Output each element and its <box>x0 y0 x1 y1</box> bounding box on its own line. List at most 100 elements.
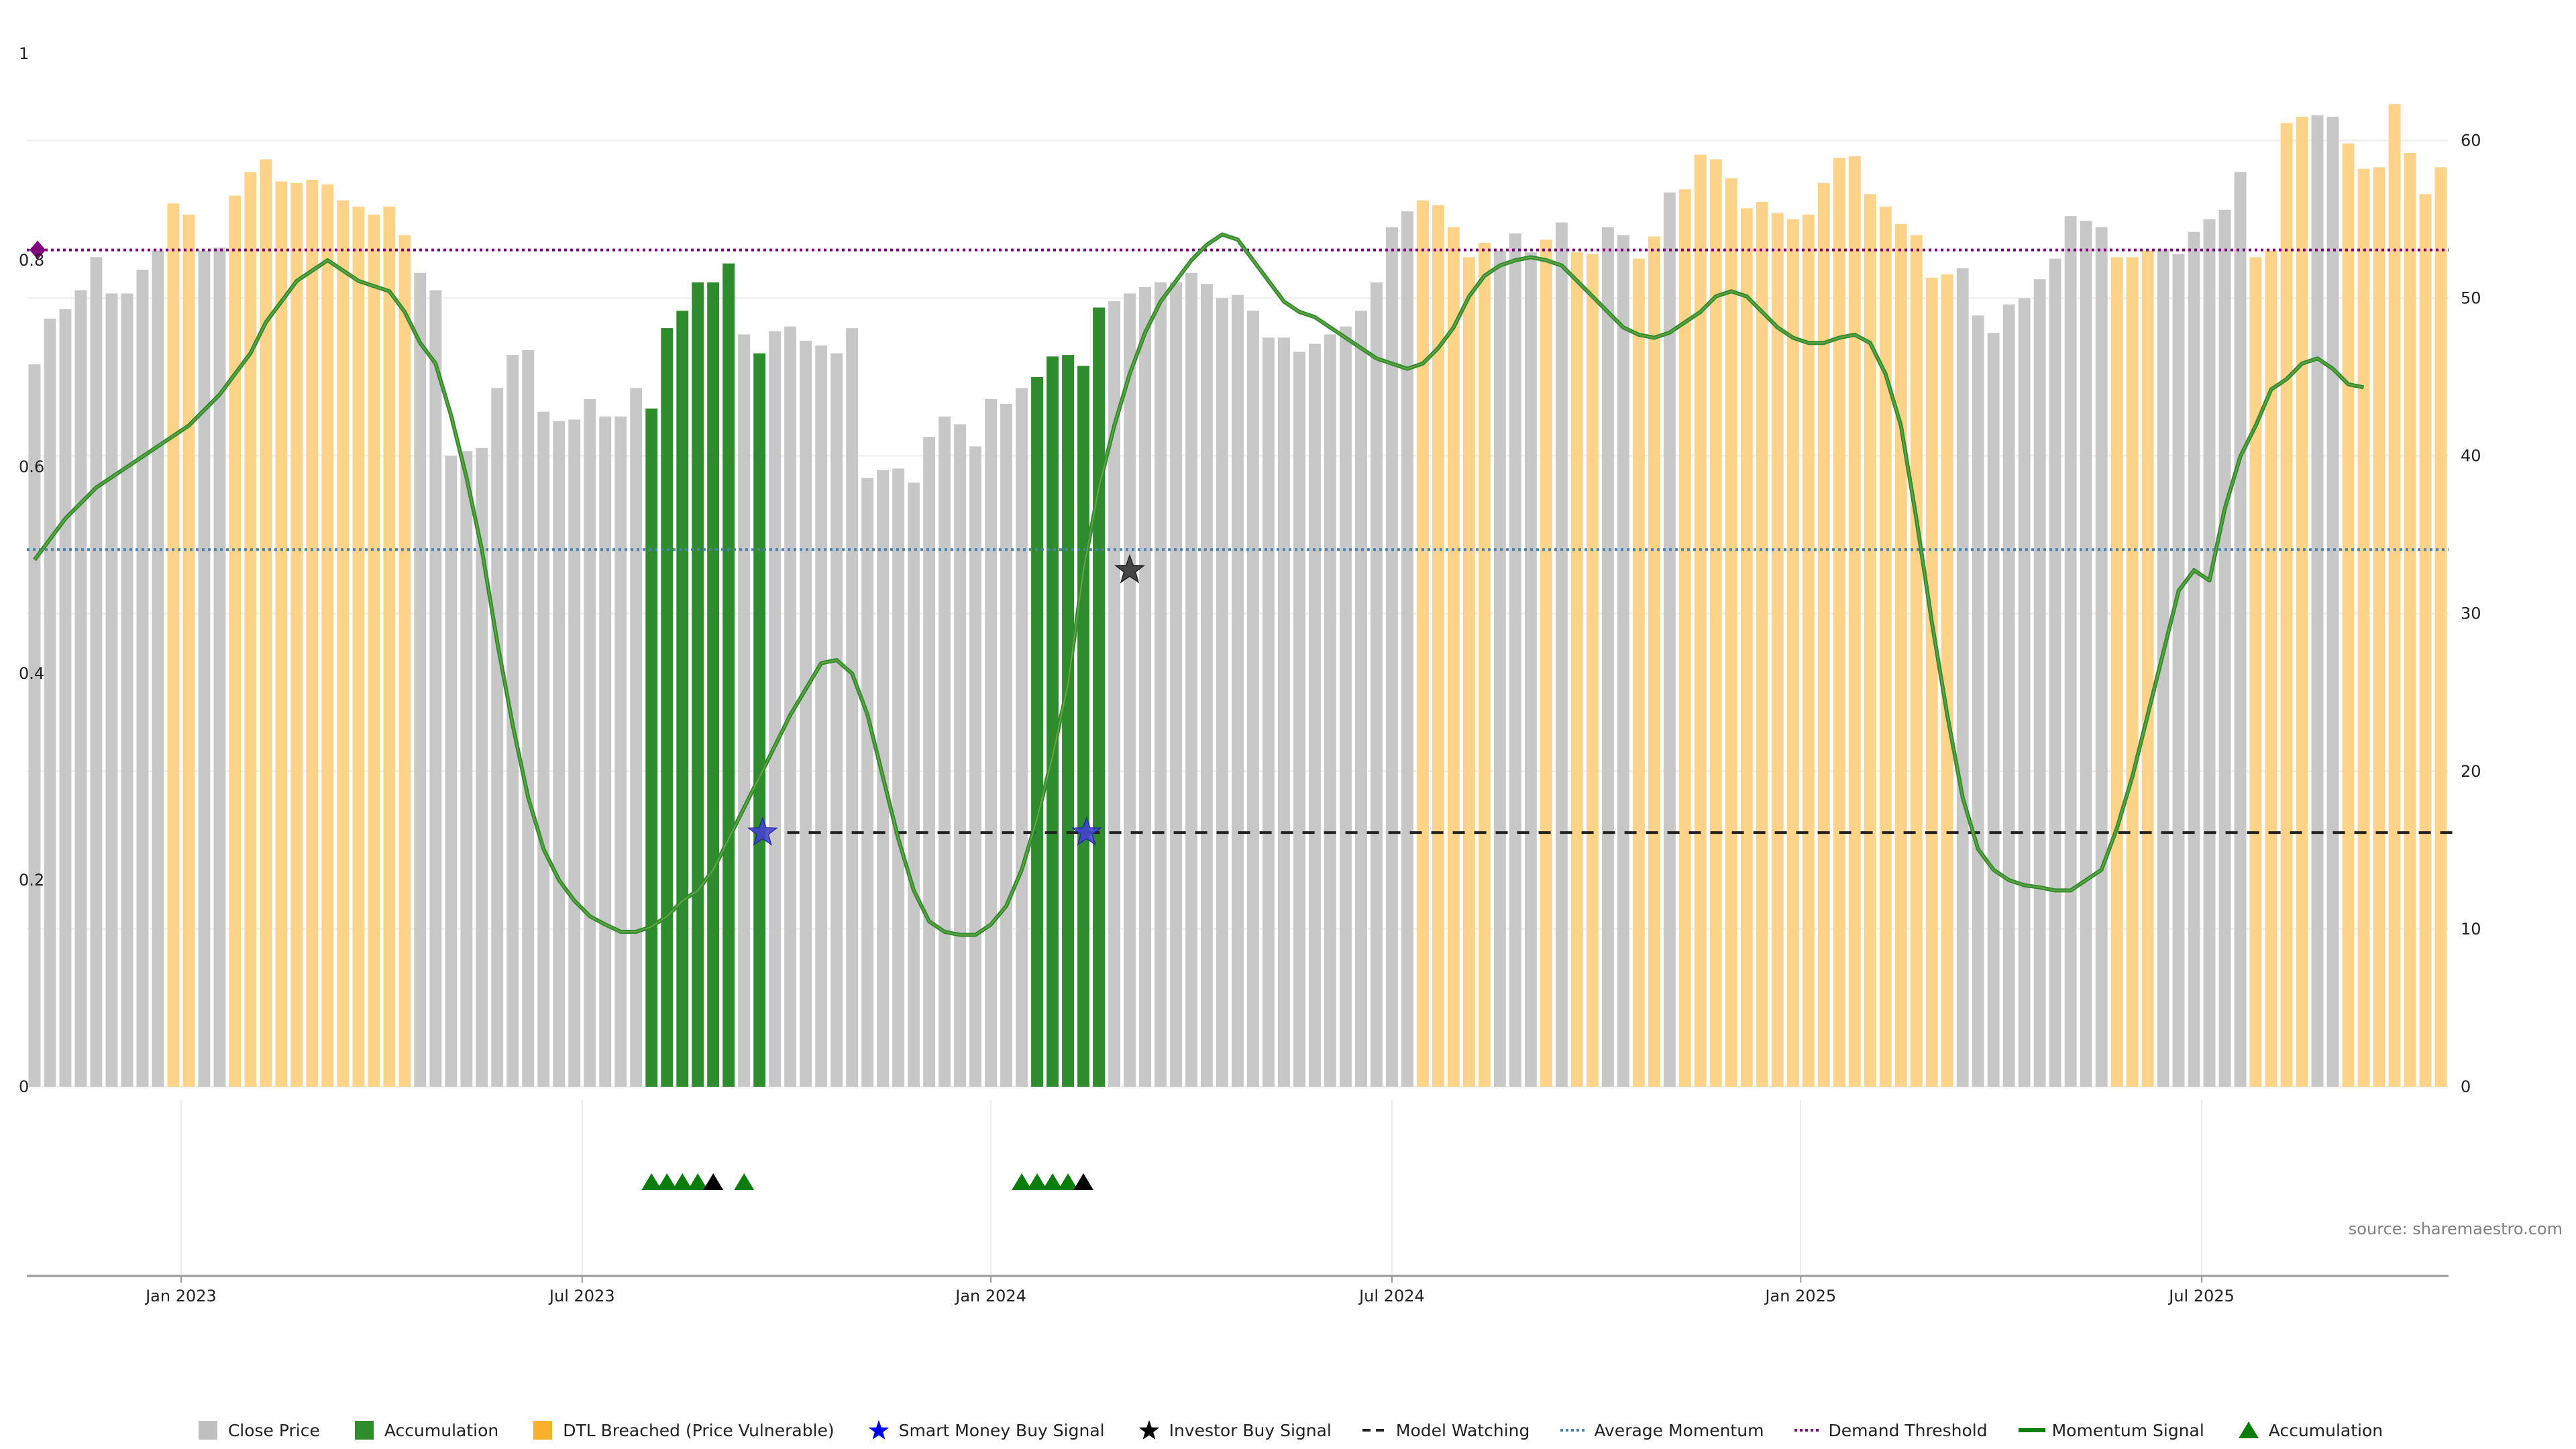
bar <box>1678 189 1691 1087</box>
legend-item-square-gray: Close Price <box>193 1419 320 1441</box>
bar <box>645 409 658 1087</box>
bar <box>445 455 458 1087</box>
bar <box>692 282 704 1087</box>
bar <box>1617 235 1629 1087</box>
bar <box>2388 104 2401 1087</box>
bar <box>1864 194 1876 1087</box>
bar <box>722 263 735 1087</box>
x-tick-label: Jul 2025 <box>2167 1287 2235 1305</box>
bar <box>1170 282 1182 1087</box>
bar <box>630 388 643 1087</box>
bar <box>2126 257 2139 1087</box>
bar <box>676 311 689 1087</box>
bar <box>2157 249 2169 1087</box>
bar <box>1401 211 1413 1087</box>
bar <box>136 270 149 1087</box>
bar <box>1232 294 1244 1087</box>
bar <box>1293 352 1305 1087</box>
bar <box>1417 200 1429 1087</box>
bar <box>1493 250 1506 1087</box>
accumulation-triangle <box>641 1173 662 1190</box>
bar <box>59 309 72 1087</box>
smart-money-star-1 <box>1071 816 1102 846</box>
bar <box>1833 158 1845 1087</box>
reference-lines <box>27 248 2457 835</box>
bar <box>1910 235 1923 1087</box>
legend-item-star-blue: Smart Money Buy Signal <box>864 1419 1105 1441</box>
bar <box>1062 355 1074 1087</box>
legend: Close Price Accumulation DTL Breached (Pri… <box>0 1417 2576 1444</box>
accumulation-triangle <box>688 1173 708 1190</box>
legend-item-dash-black: Model Watching <box>1361 1419 1529 1441</box>
bar <box>769 331 782 1087</box>
bar <box>1139 287 1151 1087</box>
bar <box>2357 168 2370 1087</box>
bar <box>460 451 473 1087</box>
bar <box>383 207 396 1087</box>
bar <box>584 398 596 1087</box>
bar <box>1987 333 2000 1087</box>
legend-label: Momentum Signal <box>2051 1420 2204 1440</box>
accumulation-triangle <box>657 1173 678 1190</box>
bar <box>244 172 257 1087</box>
star-black-icon <box>1134 1419 1164 1441</box>
bar <box>1386 227 1398 1087</box>
bar <box>1309 343 1321 1087</box>
bar <box>938 416 951 1087</box>
bar <box>1740 208 1753 1087</box>
legend-item-square-green: Accumulation <box>350 1419 498 1441</box>
right-tick-label: 30 <box>2461 604 2481 623</box>
left-tick-label: 0.8 <box>19 251 44 270</box>
left-tick-label: 0.4 <box>19 664 44 683</box>
left-tick-label: 0 <box>19 1077 29 1096</box>
accumulation-triangle <box>1042 1173 1063 1190</box>
bar <box>1570 252 1583 1087</box>
bar <box>1956 268 1969 1087</box>
bar <box>969 446 981 1087</box>
bar <box>1077 366 1089 1087</box>
left-tick-label: 1 <box>19 44 29 63</box>
x-tick-label: Jul 2024 <box>1358 1287 1425 1305</box>
bar <box>476 447 488 1087</box>
bar <box>1632 258 1645 1087</box>
bar <box>1786 219 1799 1087</box>
bar <box>44 319 56 1087</box>
bar <box>614 416 627 1087</box>
bar <box>1124 293 1136 1087</box>
bar <box>2218 209 2231 1087</box>
bar <box>2064 216 2077 1087</box>
bar <box>229 195 241 1087</box>
square-green-icon <box>350 1419 379 1441</box>
bar <box>1802 214 1815 1087</box>
bar <box>2265 250 2277 1087</box>
left-tick-label: 0.2 <box>19 871 44 890</box>
bar <box>337 200 350 1087</box>
bar <box>1046 356 1059 1087</box>
bar <box>2234 172 2247 1087</box>
bar <box>753 353 766 1087</box>
bar <box>2373 167 2385 1087</box>
dot-steelblue-icon <box>1559 1419 1589 1441</box>
bar <box>2188 231 2200 1087</box>
bar <box>2110 257 2123 1087</box>
bar <box>1879 207 1892 1087</box>
bar <box>2203 219 2216 1087</box>
bar <box>954 424 966 1087</box>
legend-item-dot-purple: Demand Threshold <box>1793 1419 1988 1441</box>
bar <box>568 419 581 1087</box>
bar <box>1648 236 1660 1087</box>
bar <box>213 248 226 1087</box>
star-blue-icon <box>864 1419 894 1441</box>
bar <box>1016 388 1028 1087</box>
bar <box>198 250 211 1087</box>
bar <box>1155 282 1167 1087</box>
legend-label: DTL Breached (Price Vulnerable) <box>563 1420 835 1440</box>
bar <box>1555 222 1568 1087</box>
bar <box>784 326 797 1087</box>
bar <box>2249 257 2262 1087</box>
bar <box>1340 326 1352 1087</box>
bar <box>2404 153 2416 1087</box>
legend-item-star-black: Investor Buy Signal <box>1134 1419 1332 1441</box>
